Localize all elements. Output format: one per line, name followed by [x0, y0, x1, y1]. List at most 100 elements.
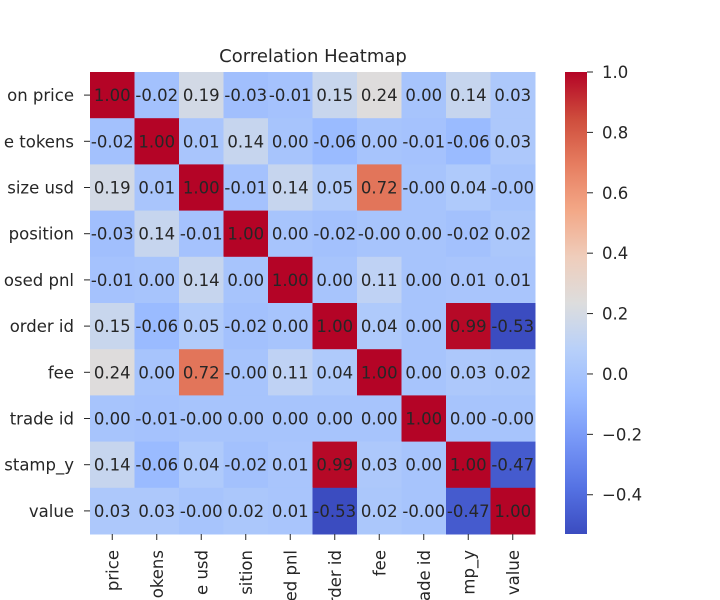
cell-value-label: 0.00 [405, 317, 442, 336]
cell-value-label: 0.00 [405, 456, 442, 475]
cell-value-label: -0.02 [135, 86, 178, 105]
heatmap-cell [490, 441, 536, 489]
cell-value-label: 0.00 [272, 132, 309, 151]
heatmap-cell [223, 256, 269, 304]
heatmap-cell [223, 441, 269, 489]
cell-value-label: 0.04 [450, 179, 487, 198]
cell-value-label: 0.02 [494, 363, 531, 382]
cell-value-label: 0.00 [227, 410, 264, 429]
heatmap-cell [268, 395, 313, 443]
heatmap-cell [179, 441, 224, 489]
cell-value-label: 0.01 [272, 456, 309, 475]
cell-value-label: 0.05 [316, 179, 353, 198]
cell-value-label: 0.03 [361, 456, 398, 475]
heatmap-cell [312, 395, 358, 443]
row-label: fee [48, 363, 74, 382]
cell-value-label: -0.06 [135, 456, 178, 475]
cell-value-label: -0.00 [402, 179, 445, 198]
cell-value-label: 1.00 [494, 502, 531, 521]
cell-value-label: -0.01 [269, 86, 312, 105]
cell-value-label: 0.14 [450, 86, 487, 105]
cell-value-label: 0.00 [227, 271, 264, 290]
cell-value-label: 0.15 [316, 86, 353, 105]
colorbar-tick-label: 0.0 [602, 365, 628, 384]
cell-value-label: 0.00 [272, 410, 309, 429]
heatmap-cell [490, 210, 536, 258]
heatmap-cell [179, 210, 224, 258]
cell-value-label: -0.01 [91, 271, 134, 290]
heatmap-cell [446, 164, 491, 212]
heatmap-cell [401, 118, 447, 165]
heatmap-cell [446, 72, 491, 119]
cell-value-label: -0.06 [447, 132, 490, 151]
cell-value-label: 0.04 [361, 317, 398, 336]
column-label: fee [370, 550, 389, 576]
row-label: value [29, 502, 74, 521]
heatmap-cell [90, 164, 135, 212]
cell-value-label: 1.00 [450, 456, 487, 475]
row-label: on price [7, 86, 74, 105]
cell-value-label: 0.00 [405, 225, 442, 244]
cell-value-label: -0.02 [91, 132, 134, 151]
heatmap-cell [446, 441, 491, 489]
cell-value-label: -0.01 [135, 410, 178, 429]
cell-value-label: 0.01 [450, 271, 487, 290]
column-label: price [103, 550, 122, 591]
cell-value-label: 0.03 [494, 132, 531, 151]
column-label: value [504, 550, 523, 595]
cell-value-label: -0.00 [491, 410, 534, 429]
row-label: trade id [10, 410, 74, 429]
heatmap-cell [312, 210, 358, 258]
heatmap-cell [134, 395, 180, 443]
cell-value-label: 0.04 [316, 363, 353, 382]
row-label: e tokens [4, 132, 74, 151]
cell-value-label: 0.00 [405, 271, 442, 290]
row-label: stamp_y [4, 456, 74, 476]
heatmap-cell [268, 441, 313, 489]
heatmap-cell [268, 72, 313, 119]
heatmap-cell [179, 256, 224, 304]
cell-value-label: -0.47 [447, 502, 490, 521]
cell-value-label: 1.00 [405, 410, 442, 429]
cell-value-label: -0.02 [447, 225, 490, 244]
heatmap-cell [357, 441, 402, 489]
cell-value-label: 0.00 [361, 132, 398, 151]
cell-value-label: 1.00 [227, 225, 264, 244]
cell-value-label: 0.14 [138, 225, 175, 244]
cell-value-label: 0.03 [94, 502, 131, 521]
heatmap-cell [357, 395, 402, 443]
heatmap-cell [179, 303, 224, 350]
cell-value-label: 0.01 [494, 271, 531, 290]
cell-value-label: -0.53 [313, 502, 356, 521]
heatmap-cell [312, 72, 358, 119]
cell-value-label: 0.72 [183, 363, 220, 382]
heatmap-cell [268, 487, 313, 535]
heatmap-cell [134, 118, 180, 165]
cell-value-label: 0.00 [316, 271, 353, 290]
heatmap-cell [446, 303, 491, 350]
colorbar-tick-label: −0.4 [602, 486, 642, 505]
cell-value-label: 1.00 [316, 317, 353, 336]
cell-value-label: -0.03 [91, 225, 134, 244]
heatmap-cell [223, 72, 269, 119]
cell-value-label: 0.00 [138, 271, 175, 290]
cell-value-label: 0.03 [138, 502, 175, 521]
cell-value-label: -0.00 [224, 363, 267, 382]
heatmap-cell [490, 72, 536, 119]
heatmap-cell [134, 441, 180, 489]
cell-value-label: 0.99 [316, 456, 353, 475]
heatmap-cell [134, 256, 180, 304]
cell-value-label: -0.01 [224, 179, 267, 198]
cell-value-label: -0.00 [402, 502, 445, 521]
heatmap-cell [357, 256, 402, 304]
heatmap-cell [446, 395, 491, 443]
column-label: sition [237, 550, 256, 595]
heatmap-cell [446, 118, 491, 165]
colorbar-tick-label: 0.6 [602, 184, 628, 203]
cell-value-label: 1.00 [94, 86, 131, 105]
cell-value-label: 0.14 [227, 132, 264, 151]
cell-value-label: -0.02 [313, 225, 356, 244]
heatmap-cell [357, 164, 402, 212]
heatmap-cell [490, 303, 536, 350]
